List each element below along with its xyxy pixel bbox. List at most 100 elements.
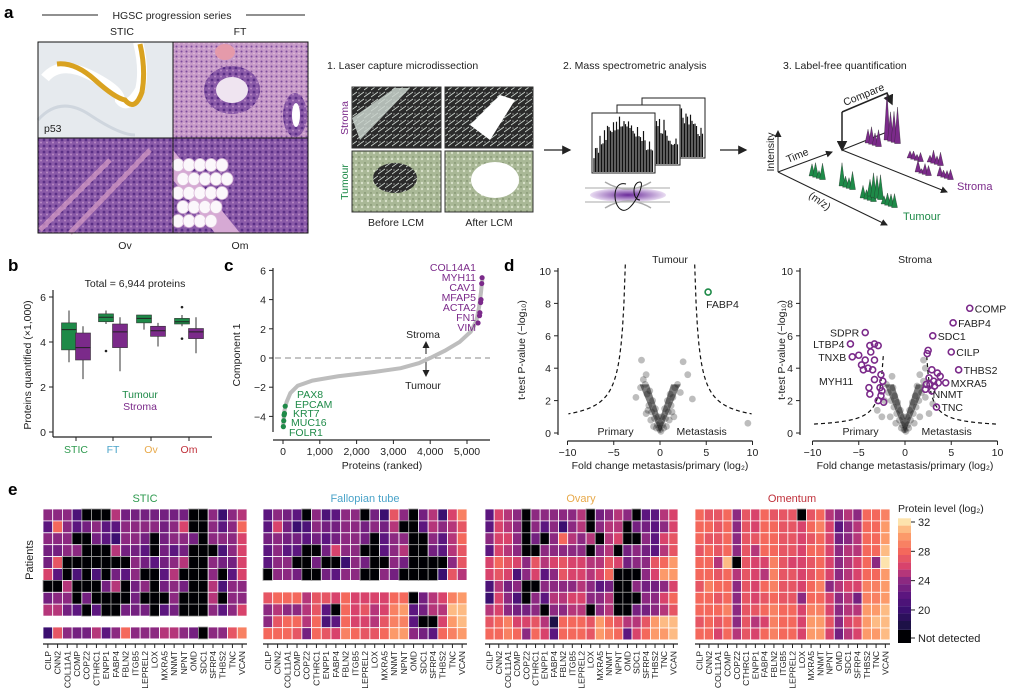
heatmap-cell: [291, 544, 303, 558]
heatmap-cell: [227, 591, 238, 605]
heatmap-cell: [493, 508, 504, 522]
heatmap-cell: [567, 591, 578, 605]
heatmap-cell: [340, 591, 351, 605]
heatmap-cell: [379, 532, 390, 546]
heatmap-cell: [418, 568, 429, 581]
gene-label: COL11A1: [713, 651, 723, 688]
heatmap-cell: [567, 520, 578, 534]
lfq-compare-label: Compare: [842, 81, 887, 108]
gene-label: ENPP1: [101, 651, 111, 679]
heatmap-cell: [585, 615, 596, 629]
heatmap-cell: [42, 626, 54, 640]
heatmap-cell: [447, 615, 458, 629]
heatmap-cell: [139, 544, 151, 558]
heatmap-cell: [521, 520, 532, 534]
heatmap-cell: [398, 591, 410, 605]
heatmap-cell: [650, 580, 661, 593]
significant-protein-label: SDC1: [938, 331, 966, 343]
gene-label: COPZ2: [732, 651, 742, 680]
gene-label: MXRA5: [806, 651, 816, 681]
heatmap-cell: [604, 615, 615, 629]
heatmap-cell: [871, 591, 882, 605]
heatmap-cell: [493, 556, 504, 569]
lfq-stroma-label: Stroma: [957, 181, 993, 193]
heatmap-cell: [369, 520, 380, 534]
heatmap-cell: [585, 508, 596, 522]
heatmap-cell: [787, 568, 798, 581]
heatmap-cell: [71, 520, 83, 534]
heatmap-cell: [558, 591, 569, 605]
heatmap-cell: [576, 520, 587, 534]
colorbar-band: [898, 598, 911, 607]
heatmap-cell: [178, 580, 190, 593]
category-label-om: Om: [181, 444, 198, 456]
heatmap-cell: [178, 508, 190, 522]
heatmap-cell: [843, 508, 854, 522]
heatmap-cell: [159, 603, 170, 617]
protein-point: [632, 393, 640, 401]
heatmap-cell: [236, 591, 248, 605]
heatmap-cell: [227, 532, 238, 546]
heatmap-cell: [178, 568, 190, 581]
stroma-protein-label: COL14A1: [430, 262, 476, 274]
significant-protein-point: [928, 331, 937, 340]
heatmap-cell: [806, 508, 817, 522]
colorbar-band: [898, 525, 911, 534]
heatmap-cell: [282, 556, 293, 569]
x-tick-label: 5: [703, 447, 709, 459]
heatmap-cell: [62, 626, 73, 640]
heatmap-cell: [703, 603, 714, 617]
heatmap-cell: [207, 532, 219, 546]
heatmap-cell: [694, 568, 705, 581]
heatmap-cell: [640, 568, 651, 581]
heatmap-cell: [778, 508, 789, 522]
heatmap-cell: [120, 556, 131, 569]
box-outlier: [180, 305, 184, 309]
heatmap-cell: [613, 544, 624, 558]
heatmap-cell: [713, 627, 724, 641]
colorbar-band: [898, 540, 911, 548]
heatmap-ov: Ovary CILP CNN2 COL11A1 COMP COPZ2 CTHRC1 ENPP1…: [485, 493, 679, 689]
heatmap-cell: [149, 626, 160, 640]
heatmap-cell: [806, 603, 817, 617]
heatmap-cell: [861, 568, 872, 581]
stroma-protein-point: [475, 320, 481, 326]
heatmap-cell: [759, 520, 770, 534]
gene-label: LOX: [797, 651, 807, 668]
fat-cell: [193, 214, 207, 228]
heatmap-cell: [558, 568, 569, 581]
heatmap-cell: [320, 508, 332, 522]
gene-label: COL11A1: [62, 651, 72, 688]
histology-label-ft: FT: [234, 26, 247, 38]
heatmap-cell: [558, 520, 569, 534]
heatmap-cell: [207, 626, 219, 640]
heatmap-cell: [502, 508, 513, 522]
heatmap-cell: [437, 508, 448, 522]
gene-label: OMD: [834, 651, 844, 671]
heatmap-cell: [456, 591, 468, 605]
heatmap-title-ft: Fallopian tube: [330, 493, 399, 505]
heatmap-cell: [787, 532, 798, 546]
heatmap-cell: [548, 580, 559, 593]
x-tick-label: 2,000: [343, 446, 369, 458]
gene-label: ENPP1: [321, 651, 331, 679]
heatmap-cell: [207, 556, 219, 569]
heatmap-cell: [521, 508, 532, 522]
heatmap-cell: [768, 556, 779, 569]
y-tick-label: 6: [545, 331, 551, 343]
protein-point-cloud: [639, 384, 681, 433]
heatmap-cell: [650, 591, 661, 605]
heatmap-cell: [408, 591, 419, 605]
heatmap-cell: [796, 615, 807, 629]
colorbar-band: [898, 532, 911, 541]
heatmap-cell: [722, 591, 733, 605]
gene-label: FABP4: [111, 651, 121, 678]
heatmap-cell: [427, 568, 439, 581]
heatmap-cell: [168, 580, 180, 593]
heatmap-cell: [71, 508, 83, 522]
heatmap-cell: [594, 580, 605, 593]
gene-label: CILP: [263, 651, 273, 670]
heatmap-cell: [640, 580, 651, 593]
heatmap-cell: [880, 544, 891, 558]
heatmap-cell: [861, 508, 872, 522]
